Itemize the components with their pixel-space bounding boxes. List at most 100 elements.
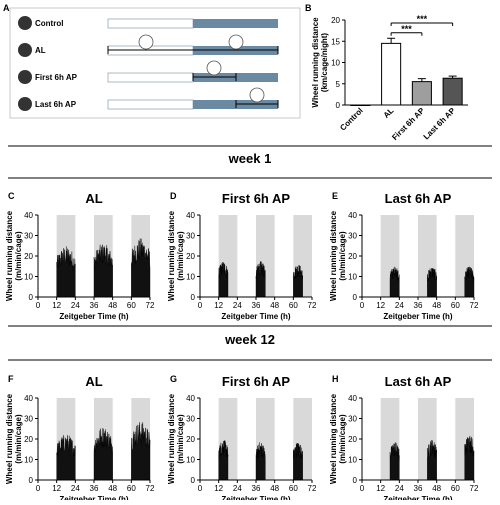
activity-trace — [427, 268, 437, 298]
y-axis-label: Wheel running distance(m/min/cage) — [167, 210, 185, 301]
y-tick-label: 20 — [348, 435, 357, 444]
activity-trace — [56, 246, 76, 298]
panel-letter: G — [170, 374, 177, 384]
y-tick-label: 10 — [186, 456, 195, 465]
y-tick-label: 5 — [336, 80, 341, 89]
x-tick-label: 24 — [395, 301, 404, 310]
y-tick-label: 40 — [186, 394, 195, 403]
schedule-row-al: AL — [18, 34, 279, 57]
mouse-icon — [18, 43, 32, 57]
y-tick-label: 0 — [353, 476, 358, 485]
chart-title: First 6h AP — [222, 191, 290, 206]
x-tick-label: 48 — [270, 301, 279, 310]
y-tick-label: 10 — [24, 273, 33, 282]
panel-letter-b: B — [305, 3, 312, 13]
x-tick-label: 0 — [36, 484, 41, 493]
activity-trace — [464, 435, 475, 481]
schedule-row-first-6h-ap: First 6h AP — [18, 60, 278, 84]
y-axis-label: Wheel running distance(km/cage/night) — [311, 17, 329, 108]
food-icon — [138, 34, 154, 50]
x-tick-label: 60 — [451, 484, 460, 493]
x-tick-label: 0 — [360, 301, 365, 310]
y-tick-label: 0 — [353, 293, 358, 302]
x-tick-label: 48 — [108, 484, 117, 493]
mouse-icon — [18, 16, 32, 30]
x-tick-label: 24 — [233, 484, 242, 493]
mouse-icon — [18, 70, 32, 84]
x-tick-label: 36 — [90, 301, 99, 310]
activity-trace — [93, 428, 113, 481]
x-tick-label: 60 — [127, 301, 136, 310]
y-tick-label: 40 — [24, 211, 33, 220]
activity-trace — [218, 261, 229, 298]
activity-chart-d: D First 6h AP 0 10 20 30 40 0 12 24 36 48 60 72 Zeitge… — [167, 191, 317, 321]
x-axis-label: Zeitgeber Time (h) — [383, 312, 453, 321]
food-icon — [249, 87, 265, 103]
y-axis-label: Wheel running distance(m/min/cage) — [5, 210, 23, 301]
chart-title: Last 6h AP — [385, 374, 452, 389]
schedule-label: First 6h AP — [35, 73, 78, 82]
x-tick-label: 0 — [198, 301, 203, 310]
y-tick-label: 20 — [186, 435, 195, 444]
y-tick-label: 0 — [191, 476, 196, 485]
x-tick-label: 60 — [289, 484, 298, 493]
activity-trace — [255, 261, 266, 298]
schedule-label: Last 6h AP — [35, 100, 77, 109]
x-tick-label: 36 — [414, 484, 423, 493]
y-tick-label: 0 — [29, 293, 34, 302]
activity-chart-c: C AL 0 10 20 30 40 0 12 24 36 48 60 72 Zeitgeber Time … — [5, 191, 155, 321]
y-tick-label: 40 — [348, 394, 357, 403]
x-tick-label: 48 — [270, 484, 279, 493]
schedule-light-phase — [107, 99, 194, 110]
activity-trace — [293, 265, 303, 298]
bar — [442, 77, 463, 106]
activity-trace — [93, 244, 113, 298]
schedule-label: Control — [35, 19, 63, 28]
y-tick-label: 40 — [24, 394, 33, 403]
significance-label: *** — [401, 24, 412, 34]
bar — [411, 81, 432, 106]
x-tick-label: 48 — [432, 484, 441, 493]
y-tick-label: 10 — [24, 456, 33, 465]
schedule-panel: Control AL First 6h AP Las — [9, 7, 301, 119]
schedule-row-control: Control — [18, 16, 278, 30]
food-icon — [206, 60, 222, 76]
activity-trace — [255, 442, 266, 481]
x-axis-label: Zeitgeber Time (h) — [221, 312, 291, 321]
panel-letter-a: A — [3, 3, 10, 13]
activity-trace — [131, 422, 151, 481]
y-axis-label: Wheel running distance(m/min/cage) — [5, 393, 23, 484]
x-tick-label: 36 — [252, 484, 261, 493]
mouse-icon — [18, 97, 32, 111]
y-tick-label: 40 — [186, 211, 195, 220]
x-tick-label: 60 — [127, 484, 136, 493]
panel-letter: D — [170, 191, 177, 201]
x-tick-label: Control — [338, 106, 364, 132]
x-tick-label: 24 — [395, 484, 404, 493]
panel-letter: E — [332, 191, 338, 201]
schedule-light-phase — [107, 72, 194, 83]
y-tick-label: 20 — [348, 252, 357, 261]
activity-panels: C AL 0 10 20 30 40 0 12 24 36 48 60 72 Zeitgeber Time … — [5, 191, 479, 504]
activity-chart-g: G First 6h AP 0 10 20 30 40 0 12 24 36 48 60 72 Zeitge… — [167, 374, 317, 504]
x-tick-label: Last 6h AP — [422, 106, 458, 142]
x-tick-label: 12 — [52, 484, 61, 493]
x-tick-label: 0 — [360, 484, 365, 493]
x-tick-label: 72 — [146, 301, 155, 310]
x-tick-label: First 6h AP — [390, 106, 426, 142]
x-tick-label: 0 — [36, 301, 41, 310]
x-tick-label: 72 — [308, 484, 317, 493]
y-tick-label: 10 — [331, 59, 340, 68]
bar — [381, 42, 402, 106]
chart-title: AL — [85, 374, 102, 389]
x-tick-label: AL — [382, 106, 396, 120]
y-tick-label: 30 — [186, 232, 195, 241]
x-tick-label: 48 — [432, 301, 441, 310]
y-tick-label: 30 — [348, 415, 357, 424]
x-axis-label: Zeitgeber Time (h) — [383, 495, 453, 500]
schedule-row-last-6h-ap: Last 6h AP — [18, 87, 279, 111]
activity-trace — [56, 435, 76, 481]
y-tick-label: 30 — [186, 415, 195, 424]
y-axis-label: Wheel running distance(m/min/cage) — [167, 393, 185, 484]
